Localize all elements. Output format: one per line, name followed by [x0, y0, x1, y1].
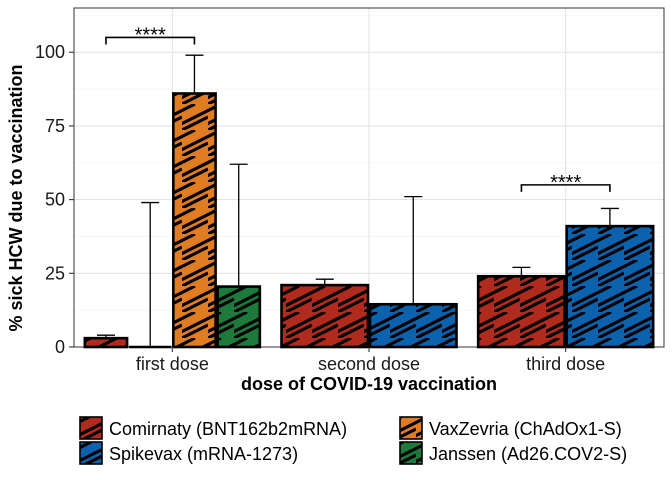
legend-item-spikevax-mrna-1273: Spikevax (mRNA-1273): [79, 441, 298, 465]
legend-item-vaxzevria-chadox1-s: VaxZevria (ChAdOx1-S): [399, 416, 622, 440]
error-bar-spikevax-mrna-1273-third-dose: [600, 207, 619, 227]
error-bar-janssen-ad26-cov2-s-first-dose: [229, 163, 248, 287]
x-axis-title: dose of COVID-19 vaccination: [241, 374, 497, 394]
x-tick-label: second dose: [318, 354, 420, 374]
error-bar-comirnaty-bnt162b2mrna-first-dose: [96, 334, 115, 339]
y-tick-label: 75: [45, 116, 65, 136]
legend-label: VaxZevria (ChAdOx1-S): [429, 419, 622, 439]
legend-label: Janssen (Ad26.COV2-S): [429, 444, 627, 464]
significance-bracket-first-dose: ****: [105, 24, 196, 46]
y-tick-label: 0: [55, 337, 65, 357]
legend-label: Spikevax (mRNA-1273): [109, 444, 298, 464]
y-tick-label: 25: [45, 263, 65, 283]
bar-comirnaty-bnt162b2mrna-second-dose: [280, 283, 370, 349]
bar-janssen-ad26-cov2-s-first-dose: [216, 285, 262, 349]
significance-label: ****: [550, 172, 581, 194]
bar-comirnaty-bnt162b2mrna-third-dose: [476, 274, 566, 349]
y-tick-label: 100: [35, 42, 65, 62]
error-bar-spikevax-mrna-1273-first-dose: [141, 201, 160, 347]
significance-bracket-third-dose: ****: [520, 172, 611, 194]
significance-label: ****: [135, 24, 166, 46]
x-tick-label: first dose: [136, 354, 209, 374]
x-tick-label: third dose: [526, 354, 605, 374]
error-bar-comirnaty-bnt162b2mrna-third-dose: [512, 266, 531, 277]
error-bar-spikevax-mrna-1273-second-dose: [404, 196, 423, 305]
y-axis-title: % sick HCW due to vaccination: [6, 64, 26, 331]
legend-item-comirnaty-bnt162b2mrna: Comirnaty (BNT162b2mRNA): [79, 416, 347, 440]
bar-vaxzevria-chadox1-s-first-dose: [172, 92, 217, 349]
y-tick-label: 50: [45, 190, 65, 210]
bar-comirnaty-bnt162b2mrna-first-dose: [83, 336, 129, 349]
significance-brackets: **** ****: [105, 24, 611, 194]
bars: [83, 92, 655, 349]
bar-spikevax-mrna-1273-second-dose: [368, 302, 458, 349]
bar-spikevax-mrna-1273-third-dose: [565, 224, 655, 349]
legend-label: Comirnaty (BNT162b2mRNA): [109, 419, 347, 439]
legend-swatch: [79, 416, 103, 440]
error-bar-comirnaty-bnt162b2mrna-second-dose: [315, 278, 334, 286]
legend: Comirnaty (BNT162b2mRNA) VaxZevria (ChAdO…: [79, 416, 627, 465]
legend-swatch: [399, 441, 423, 465]
error-bar-vaxzevria-chadox1-s-first-dose: [185, 54, 204, 94]
axes: 0 25 50 75 100 first dose second dose third dos…: [35, 42, 605, 374]
legend-swatch: [399, 416, 423, 440]
legend-item-janssen-ad26-cov2-s: Janssen (Ad26.COV2-S): [399, 441, 627, 465]
legend-swatch: [79, 441, 103, 465]
error-bars: [96, 54, 619, 347]
